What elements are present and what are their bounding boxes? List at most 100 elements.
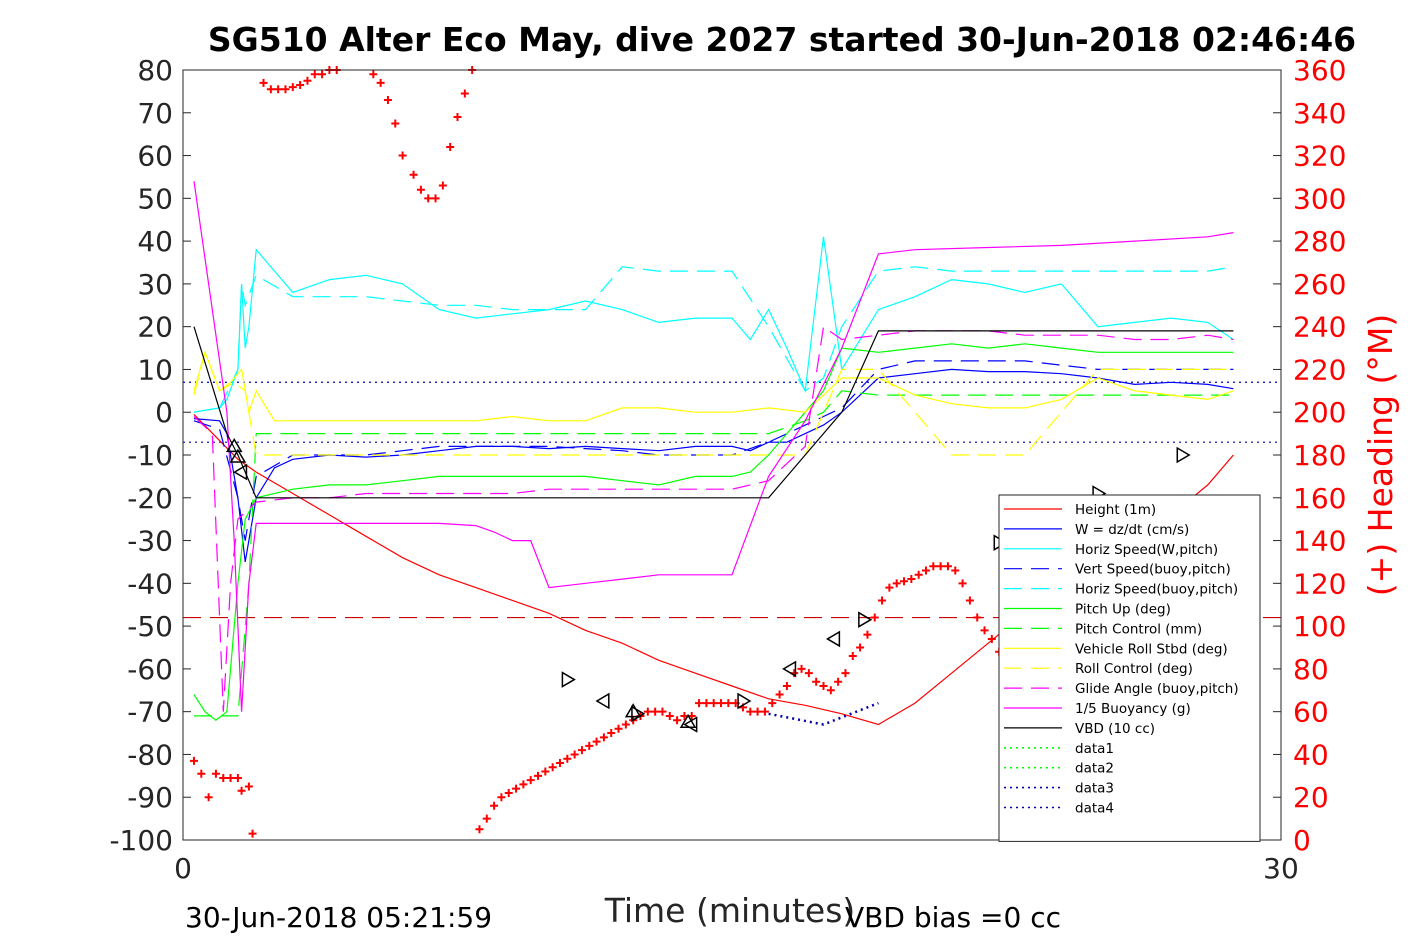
heading-point [892, 579, 901, 588]
left-tick-label: 30 [137, 268, 173, 301]
left-tick-label: 20 [137, 311, 173, 344]
heading-point [973, 613, 982, 622]
series-lines [193, 181, 1234, 726]
series-line [768, 701, 879, 726]
heading-point [980, 626, 989, 635]
legend-label: data4 [1075, 801, 1114, 817]
right-tick-label: 280 [1293, 225, 1346, 258]
x-axis-label: Time (minutes) [604, 891, 856, 930]
heading-point [431, 194, 440, 203]
dive-markers [225, 437, 1191, 733]
right-tick-label: 180 [1293, 439, 1346, 472]
heading-point [907, 575, 916, 584]
right-y-axis-label: (+) Heading (°M) [1361, 314, 1400, 596]
heading-point [490, 801, 499, 810]
dive-marker [229, 448, 247, 463]
x-tick-label: 0 [174, 852, 192, 885]
right-tick-label: 340 [1293, 97, 1346, 130]
heading-point [497, 793, 506, 802]
heading-point [834, 677, 843, 686]
dive-marker [737, 692, 752, 710]
heading-point [951, 566, 960, 575]
heading-point [475, 825, 484, 834]
heading-point [702, 699, 711, 708]
heading-point [870, 613, 879, 622]
left-y-axis: 80 70 60 50 40 30 20 10 0 -10 -20 -30 -40 -50 -60 -70 -8… [109, 54, 1281, 857]
heading-point [812, 677, 821, 686]
heading-point [607, 729, 616, 738]
heading-point [288, 83, 297, 92]
heading-point [274, 85, 283, 94]
heading-point [885, 583, 894, 592]
right-tick-label: 320 [1293, 140, 1346, 173]
heading-point [482, 814, 491, 823]
heading-point [775, 690, 784, 699]
left-tick-label: 70 [137, 97, 173, 130]
heading-point [585, 741, 594, 750]
series-line [193, 266, 1234, 413]
dive-marker [826, 630, 841, 648]
end-timestamp: 30-Jun-2018 05:21:59 [185, 901, 492, 934]
heading-point [233, 773, 242, 782]
heading-point [318, 70, 327, 79]
heading-point [943, 562, 952, 571]
left-tick-label: -10 [127, 439, 173, 472]
series-line [193, 181, 1234, 712]
vbd-bias-note: VBD bias =0 cc [845, 901, 1061, 934]
legend-label: Height (1m) [1075, 502, 1156, 518]
heading-point [189, 756, 198, 765]
legend-label: Roll Control (deg) [1075, 661, 1193, 677]
left-tick-label: 80 [137, 54, 173, 87]
legend-label: VBD (10 cc) [1075, 721, 1155, 737]
right-tick-label: 20 [1293, 781, 1329, 814]
right-tick-label: 360 [1293, 54, 1346, 87]
heading-point [841, 669, 850, 678]
right-tick-label: 140 [1293, 525, 1346, 558]
heading-point [826, 686, 835, 695]
left-tick-label: -50 [127, 610, 173, 643]
legend-label: data1 [1075, 741, 1114, 757]
dive-marker [233, 463, 248, 481]
series-line [193, 326, 1234, 499]
heading-point [281, 85, 290, 94]
dive-marker [595, 692, 610, 710]
legend-label: W = dz/dt (cm/s) [1075, 522, 1189, 538]
heading-point [398, 151, 407, 160]
series-line [194, 390, 1234, 717]
right-y-axis: 3603403203002802602402202001801601401201… [1293, 54, 1346, 857]
heading-point [958, 579, 967, 588]
heading-point [599, 733, 608, 742]
left-tick-label: -60 [127, 653, 173, 686]
heading-point [921, 566, 930, 575]
legend-label: data3 [1075, 781, 1114, 797]
heading-point [863, 630, 872, 639]
right-tick-label: 220 [1293, 353, 1346, 386]
heading-point [614, 724, 623, 733]
heading-point [453, 113, 462, 122]
legend-label: Vert Speed(buoy,pitch) [1075, 562, 1231, 578]
heading-point [548, 763, 557, 772]
left-tick-label: -100 [109, 824, 173, 857]
legend-label: Horiz Speed(W,pitch) [1075, 542, 1218, 558]
heading-point [504, 788, 513, 797]
legend-entries: Height (1m) W = dz/dt (cm/s) Horiz Speed(W… [1004, 502, 1239, 817]
right-tick-label: 160 [1293, 482, 1346, 515]
heading-point [211, 769, 220, 778]
heading-point [804, 669, 813, 678]
heading-point [746, 707, 755, 716]
series-line [193, 350, 1234, 422]
heading-point [534, 771, 543, 780]
heading-point [519, 780, 528, 789]
left-tick-label: -20 [127, 482, 173, 515]
heading-point [244, 782, 253, 791]
heading-point [987, 634, 996, 643]
heading-point [409, 170, 418, 179]
heading-point [900, 577, 909, 586]
heading-point [266, 85, 275, 94]
heading-point [768, 699, 777, 708]
dive-marker [782, 660, 797, 678]
right-tick-label: 300 [1293, 182, 1346, 215]
heading-point [369, 70, 378, 79]
right-tick-label: 200 [1293, 396, 1346, 429]
right-tick-label: 120 [1293, 567, 1346, 600]
